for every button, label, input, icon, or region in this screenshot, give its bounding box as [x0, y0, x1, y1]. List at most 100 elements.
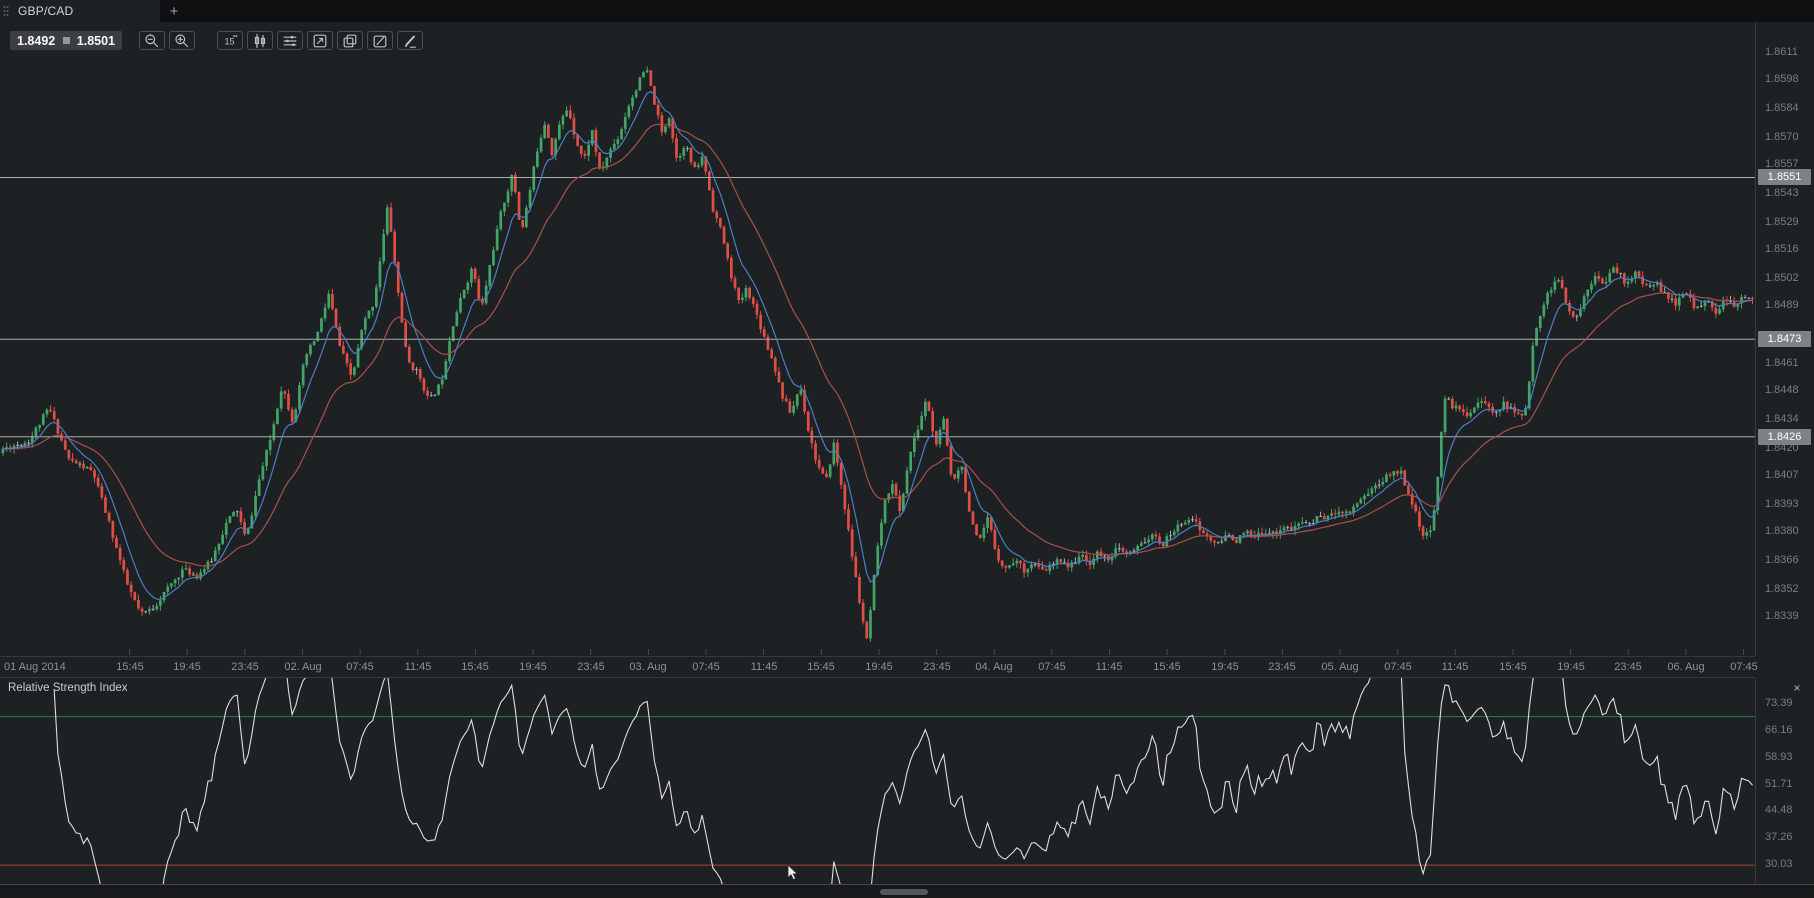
- scrollbar-handle[interactable]: [880, 889, 928, 895]
- time-axis-label: 11:45: [750, 661, 778, 673]
- edit-square-icon: [373, 35, 387, 47]
- magnifier-plus-icon: [175, 33, 188, 47]
- rsi-axis-label: 37.26: [1765, 831, 1793, 843]
- candles: [1, 66, 1754, 642]
- ma-fast-line: [2, 90, 1753, 600]
- price-axis-label: 1.8529: [1765, 216, 1799, 228]
- ask-price[interactable]: 1.8501: [76, 33, 115, 48]
- price-chart[interactable]: [0, 22, 1755, 656]
- zoom-in-button[interactable]: [169, 31, 195, 50]
- spread-indicator-icon: [62, 37, 70, 44]
- price-level-badge: 1.8551: [1758, 169, 1811, 185]
- new-tab-button[interactable]: +: [164, 2, 184, 21]
- timeframe-15-icon: 15: [225, 34, 238, 46]
- time-axis[interactable]: 01 Aug 2014 15:45 19:45 23:45 02. Aug 07:45 11…: [0, 656, 1758, 678]
- expand-arrow-icon: [313, 34, 327, 47]
- candlestick-icon: [254, 33, 266, 48]
- time-axis-label: 15:45: [807, 661, 835, 673]
- ma-slow-line: [2, 123, 1753, 567]
- tab-gbpcad[interactable]: GBP/CAD: [0, 0, 160, 22]
- zoom-out-button[interactable]: [139, 31, 165, 50]
- rsi-axis-label: 51.71: [1765, 778, 1793, 790]
- time-axis-label: 07:45: [1730, 661, 1758, 673]
- rsi-axis-label: 44.48: [1765, 804, 1793, 816]
- copy-pages-icon: [343, 34, 357, 47]
- price-axis-label: 1.8557: [1765, 158, 1799, 170]
- price-axis-label: 1.8352: [1765, 583, 1799, 595]
- price-axis-label: 1.8407: [1765, 469, 1799, 481]
- time-axis-label: 19:45: [1557, 661, 1585, 673]
- expand-chart-button[interactable]: [307, 31, 333, 50]
- price-axis-label: 1.8489: [1765, 299, 1799, 311]
- price-axis-label: 1.8502: [1765, 272, 1799, 284]
- price-axis-label: 1.8366: [1765, 554, 1799, 566]
- time-axis-label: 06. Aug: [1667, 661, 1705, 673]
- timeframe-button[interactable]: 15: [217, 31, 243, 50]
- rsi-close-button[interactable]: ×: [1788, 680, 1806, 696]
- rsi-axis[interactable]: 73.39 66.16 58.93 51.71 44.48 37.26 30.03: [1755, 678, 1814, 884]
- rsi-line: [53, 678, 1753, 884]
- price-axis-label: 1.8420: [1765, 442, 1799, 454]
- price-level-lines[interactable]: [0, 177, 1755, 438]
- time-axis-label: 07:45: [1038, 661, 1066, 673]
- time-axis-label: 23:45: [923, 661, 951, 673]
- chart-type-button[interactable]: [247, 31, 273, 50]
- time-axis-label: 23:45: [577, 661, 605, 673]
- price-axis-label: 1.8380: [1765, 525, 1799, 537]
- time-axis-label: 19:45: [1211, 661, 1239, 673]
- time-axis-label: 07:45: [346, 661, 374, 673]
- time-axis-label: 19:45: [519, 661, 547, 673]
- draw-tool-button[interactable]: [397, 31, 423, 50]
- magnifier-minus-icon: [145, 33, 158, 47]
- price-level-badge: 1.8473: [1758, 331, 1811, 347]
- price-axis-label: 1.8434: [1765, 413, 1799, 425]
- bid-price[interactable]: 1.8492: [17, 33, 56, 48]
- time-axis-label: 05. Aug: [1321, 661, 1359, 673]
- price-axis-label: 1.8611: [1765, 46, 1798, 58]
- price-level-badge: 1.8426: [1758, 429, 1811, 445]
- price-axis-label: 1.8461: [1765, 357, 1799, 369]
- indicator-settings-button[interactable]: [277, 31, 303, 50]
- time-axis-label: 23:45: [1614, 661, 1642, 673]
- mouse-cursor: [787, 864, 799, 881]
- chart-toolbar: 15: [139, 31, 423, 50]
- price-axis-label: 1.8543: [1765, 187, 1799, 199]
- time-axis-label: 04. Aug: [975, 661, 1013, 673]
- bottom-scrollbar: [0, 884, 1814, 898]
- time-axis-label: 15:45: [116, 661, 144, 673]
- rsi-axis-label: 30.03: [1765, 858, 1793, 870]
- price-axis[interactable]: 1.8611 1.8598 1.8584 1.8570 1.8557 1.8543 1.85…: [1755, 22, 1814, 656]
- time-axis-label: 23:45: [231, 661, 259, 673]
- edit-annotations-button[interactable]: [367, 31, 393, 50]
- price-axis-label: 1.8339: [1765, 610, 1799, 622]
- tab-grip-icon: [3, 5, 9, 17]
- time-ticks: [129, 649, 1744, 655]
- price-axis-label: 1.8393: [1765, 498, 1799, 510]
- time-axis-label: 03. Aug: [629, 661, 667, 673]
- duplicate-chart-button[interactable]: [337, 31, 363, 50]
- time-axis-label: 15:45: [1153, 661, 1181, 673]
- tab-label: GBP/CAD: [18, 4, 74, 18]
- rsi-chart[interactable]: [0, 678, 1755, 884]
- time-axis-label: 23:45: [1268, 661, 1296, 673]
- price-axis-label: 1.8448: [1765, 384, 1799, 396]
- price-axis-label: 1.8516: [1765, 243, 1799, 255]
- rsi-axis-label: 73.39: [1765, 697, 1793, 709]
- svg-text:15: 15: [225, 36, 235, 46]
- rsi-axis-label: 58.93: [1765, 751, 1793, 763]
- time-axis-label: 19:45: [173, 661, 201, 673]
- price-axis-label: 1.8570: [1765, 131, 1799, 143]
- price-axis-label: 1.8584: [1765, 102, 1799, 114]
- time-axis-label: 07:45: [692, 661, 720, 673]
- time-axis-label: 19:45: [865, 661, 893, 673]
- rsi-axis-label: 66.16: [1765, 724, 1793, 736]
- time-axis-label: 02. Aug: [284, 661, 322, 673]
- price-axis-label: 1.8598: [1765, 73, 1799, 85]
- time-axis-label: 15:45: [1499, 661, 1527, 673]
- quote-box: 1.8492 1.8501: [10, 31, 122, 50]
- time-axis-label: 07:45: [1384, 661, 1412, 673]
- time-axis-label: 01 Aug 2014: [4, 661, 66, 673]
- time-axis-label: 11:45: [1095, 661, 1123, 673]
- pencil-icon: [404, 35, 417, 48]
